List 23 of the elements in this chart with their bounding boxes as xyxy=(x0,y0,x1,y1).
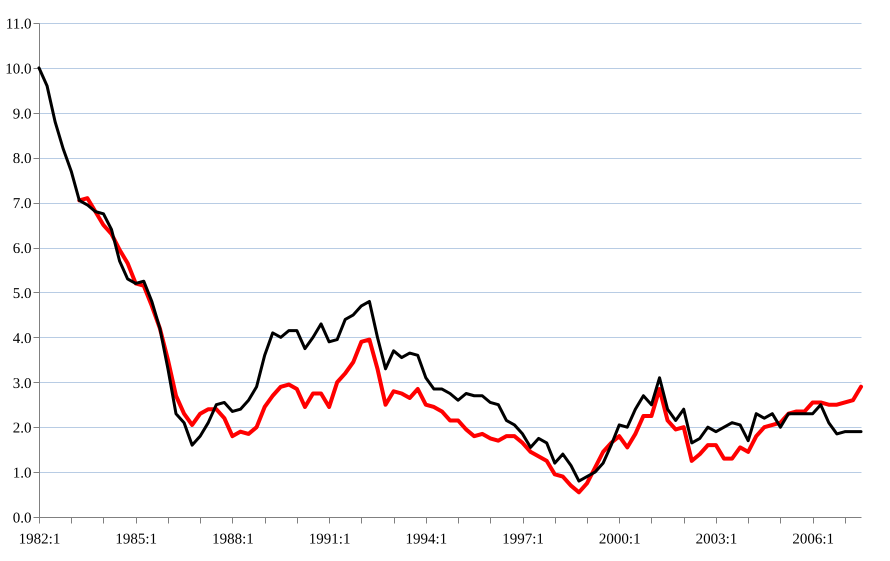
line-series xyxy=(38,66,862,483)
y-tick-label: 9.0 xyxy=(12,106,32,122)
x-tick-label: 1982:1 xyxy=(18,532,60,548)
x-tick-label: 1991:1 xyxy=(308,532,350,548)
y-tick-label: 3.0 xyxy=(12,376,32,392)
y-tick-label: 6.0 xyxy=(12,241,32,258)
x-tick-label: 1985:1 xyxy=(115,532,158,548)
x-tick-label: 2003:1 xyxy=(696,532,738,548)
y-tick-label: 4.0 xyxy=(12,330,32,347)
x-tick-label: 2006:1 xyxy=(792,532,834,548)
y-tick-label: 11.0 xyxy=(6,16,32,32)
y-tick-label: 1.0 xyxy=(12,466,32,482)
line-series xyxy=(77,196,863,494)
x-tick-label: 1988:1 xyxy=(212,532,254,548)
y-tick-label: 10.0 xyxy=(5,61,32,78)
y-tick-label: 0.0 xyxy=(12,510,32,526)
y-tick-label: 5.0 xyxy=(12,286,32,302)
y-tick-label: 2.0 xyxy=(12,420,32,437)
y-tick-label: 7.0 xyxy=(12,196,32,212)
x-tick-label: 1994:1 xyxy=(405,532,448,548)
x-tick-label: 2000:1 xyxy=(598,532,641,548)
x-tick-label: 1997:1 xyxy=(502,532,544,548)
y-tick-label: 8.0 xyxy=(12,151,32,168)
